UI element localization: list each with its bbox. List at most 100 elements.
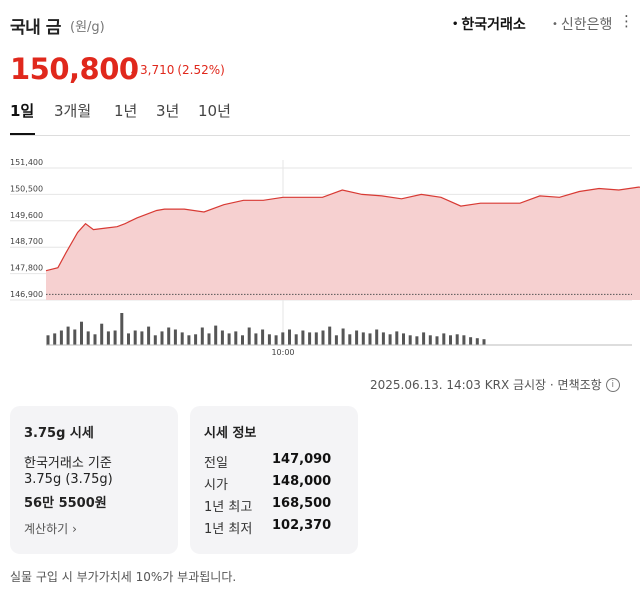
volume-bar <box>160 331 164 345</box>
price-area <box>46 187 640 300</box>
volume-bar <box>348 334 352 345</box>
volume-bar <box>455 334 459 345</box>
calculate-button[interactable]: 계산하기 › <box>24 520 77 537</box>
gold-price-value: 56만 5500원 <box>24 496 107 511</box>
volume-bar <box>402 333 405 345</box>
volume-bar <box>180 332 184 345</box>
volume-bar <box>395 331 399 345</box>
volume-bar <box>321 330 325 345</box>
volume-bar <box>93 334 97 345</box>
source-krx-label: 한국거래소 <box>461 17 526 33</box>
volume-bar <box>234 331 238 345</box>
y-tick-label: 151,400 <box>10 158 43 167</box>
volume-bar <box>241 335 244 345</box>
volume-bar <box>408 335 412 345</box>
volume-bar <box>375 329 379 345</box>
volume-bar <box>247 327 251 345</box>
volume-bar <box>200 327 204 345</box>
info-label: 전일 <box>204 456 228 471</box>
info-value: 102,370 <box>272 518 332 533</box>
volume-bar <box>86 331 90 345</box>
volume-bar <box>133 330 137 345</box>
change-percent: (2.52%) <box>177 63 225 77</box>
volume-bar <box>254 333 258 345</box>
current-price: 150,800 <box>10 52 139 86</box>
asof-text: 2025.06.13. 14:03 KRX 금시장 · 면책조항 <box>370 378 602 392</box>
basis-label: 한국거래소 기준 <box>24 456 112 471</box>
chevron-right-icon: › <box>72 521 77 536</box>
volume-bar <box>80 321 83 345</box>
volume-bar <box>267 334 271 345</box>
unit-label: (원/g) <box>70 20 105 35</box>
more-vertical-icon[interactable]: ⋮ <box>619 12 634 30</box>
volume-bar <box>422 332 426 345</box>
volume-bar <box>274 335 278 345</box>
period-tabs: 1일 3개월 1년 3년 10년 <box>10 100 630 136</box>
volume-bar <box>46 335 50 345</box>
volume-bar <box>207 333 211 345</box>
tab-1d[interactable]: 1일 <box>10 102 35 120</box>
volume-bar <box>113 330 117 345</box>
info-label: 1년 최저 <box>204 522 253 537</box>
volume-bar <box>388 334 392 345</box>
source-krx-button[interactable]: • 한국거래소 <box>452 14 526 34</box>
y-tick-label: 149,600 <box>10 211 43 220</box>
tab-3m[interactable]: 3개월 <box>54 102 92 120</box>
tab-1y[interactable]: 1년 <box>114 102 138 120</box>
volume-bar <box>281 332 285 345</box>
volume-bar <box>314 332 318 345</box>
volume-bar <box>187 335 191 345</box>
volume-bar <box>428 335 432 345</box>
volume-bar <box>227 333 231 345</box>
y-tick-label: 146,900 <box>10 290 43 299</box>
info-row: 시가 148,000 <box>204 474 354 493</box>
bullet-icon: • <box>452 18 459 30</box>
source-shinhan-button[interactable]: • 신한은행 <box>552 14 612 34</box>
price-change: 3,710 (2.52%) <box>131 63 225 77</box>
volume-bar <box>334 335 338 345</box>
volume-bar <box>194 334 198 345</box>
volume-bar <box>73 329 77 345</box>
volume-bar <box>100 323 104 345</box>
volume-bar <box>147 326 151 345</box>
volume-bar <box>120 313 124 345</box>
volume-bar <box>288 329 291 345</box>
tab-3y[interactable]: 3년 <box>156 102 180 120</box>
price-chart[interactable]: 151,400 150,500 149,600 148,700 147,800 146,9… <box>0 150 640 362</box>
info-value: 147,090 <box>272 452 332 467</box>
info-icon[interactable]: i <box>605 377 620 392</box>
volume-bar <box>469 337 473 345</box>
volume-bar <box>153 335 157 345</box>
bullet-icon: • <box>552 18 558 30</box>
volume-bar <box>308 332 312 345</box>
volume-bar <box>341 328 345 345</box>
volume-bar <box>475 338 479 345</box>
change-amount: 3,710 <box>140 63 175 77</box>
volume-bar <box>415 336 419 345</box>
volume-bar <box>361 332 365 345</box>
y-tick-label: 148,700 <box>10 237 43 246</box>
info-label: 시가 <box>204 478 228 493</box>
volume-bar <box>355 330 359 345</box>
volume-bar <box>462 335 466 345</box>
volume-bar <box>173 329 177 345</box>
volume-bar <box>328 326 332 345</box>
volume-bar <box>214 325 218 345</box>
volume-bar <box>127 333 130 345</box>
card-title: 3.75g 시세 <box>24 426 94 441</box>
weight-label: 3.75g (3.75g) <box>24 472 113 487</box>
volume-bar <box>301 330 305 345</box>
volume-bar <box>435 336 439 345</box>
volume-bar <box>167 327 171 345</box>
volume-bar <box>220 330 224 345</box>
header: 국내 금 (원/g) • 한국거래소 • 신한은행 ⋮ <box>10 10 634 38</box>
volume-bar <box>140 331 144 345</box>
source-shinhan-label: 신한은행 <box>560 17 613 33</box>
volume-bar <box>482 339 486 345</box>
volume-bar <box>261 329 265 345</box>
price-info-card: 시세 정보 전일 147,090 시가 148,000 1년 최고 168,50… <box>190 406 358 554</box>
volume-bar <box>66 326 70 345</box>
volume-bar <box>381 332 385 345</box>
tab-10y[interactable]: 10년 <box>198 102 231 120</box>
info-value: 168,500 <box>272 496 332 511</box>
